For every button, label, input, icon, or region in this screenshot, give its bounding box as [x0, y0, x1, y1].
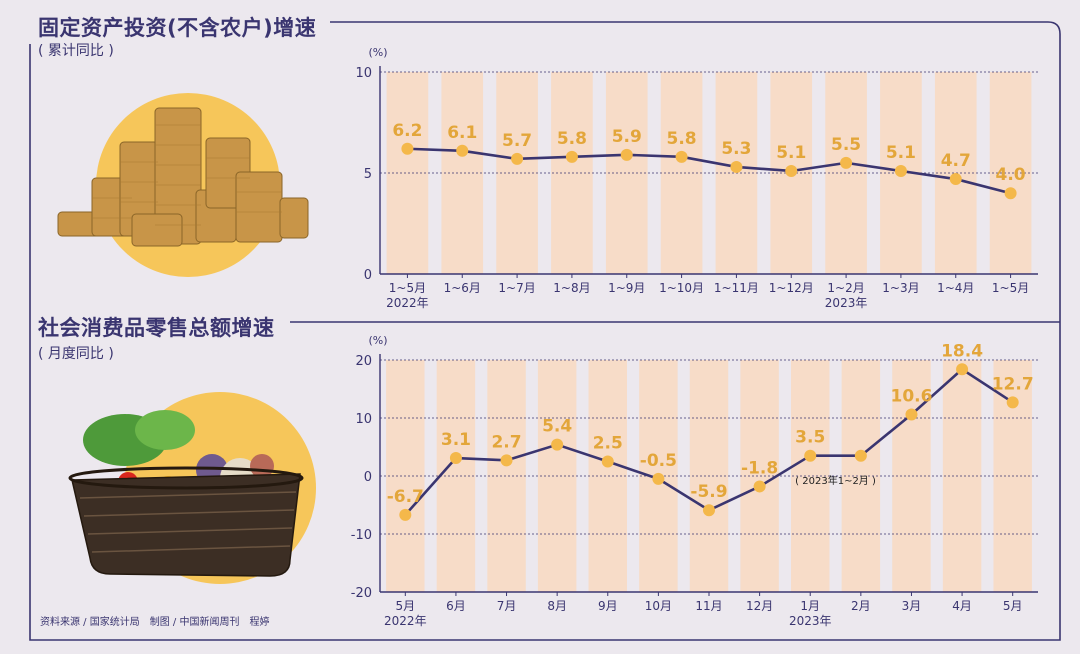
source-credit: 资料来源 / 国家统计局 制图 / 中国新闻周刊 程婷	[40, 617, 270, 628]
gold-coins-icon	[57, 93, 309, 277]
vegetable-basket-icon	[68, 392, 316, 584]
chart1-title: 固定资产投资(不含农户)增速	[38, 12, 323, 42]
chart2-subtitle: ( 月度同比 )	[38, 346, 114, 362]
panel-border	[29, 21, 1061, 641]
chart1-subtitle: ( 累计同比 )	[38, 43, 114, 59]
chart2-title: 社会消费品零售总额增速	[38, 312, 281, 342]
